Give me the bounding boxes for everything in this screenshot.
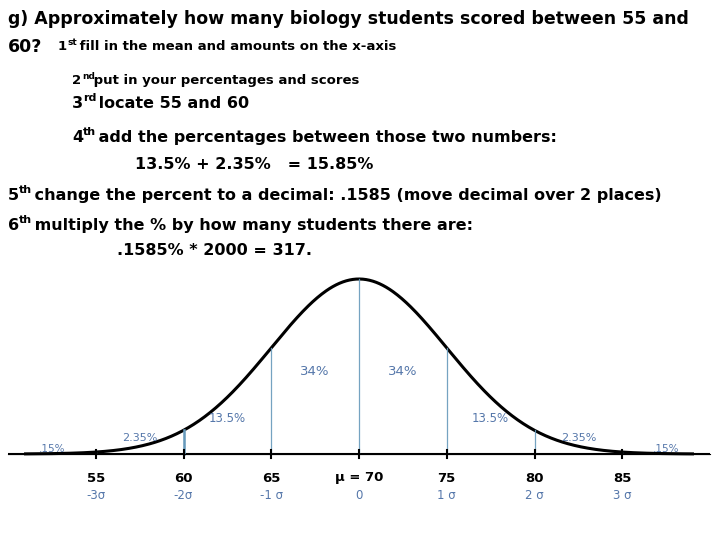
Text: 13.5%: 13.5%	[209, 413, 246, 426]
Text: 1: 1	[58, 40, 67, 53]
Text: 80: 80	[526, 471, 544, 484]
Text: 2: 2	[72, 74, 81, 87]
Text: multiply the % by how many students there are:: multiply the % by how many students ther…	[29, 218, 473, 233]
Text: 65: 65	[262, 471, 280, 484]
Text: 85: 85	[613, 471, 631, 484]
Text: 0: 0	[355, 489, 363, 502]
Text: 34%: 34%	[300, 365, 330, 378]
Text: 2.35%: 2.35%	[561, 433, 596, 443]
Text: 5: 5	[8, 188, 19, 203]
Text: fill in the mean and amounts on the x-axis: fill in the mean and amounts on the x-ax…	[75, 40, 397, 53]
Text: th: th	[83, 127, 96, 137]
Text: 13.5% + 2.35%   = 15.85%: 13.5% + 2.35% = 15.85%	[135, 157, 374, 172]
Text: -2σ: -2σ	[174, 489, 193, 502]
Text: 60: 60	[174, 471, 193, 484]
Text: 75: 75	[438, 471, 456, 484]
Text: 2 σ: 2 σ	[525, 489, 544, 502]
Text: 3: 3	[72, 96, 83, 111]
Text: change the percent to a decimal: .1585 (move decimal over 2 places): change the percent to a decimal: .1585 (…	[29, 188, 662, 203]
Text: 34%: 34%	[388, 365, 418, 378]
Text: add the percentages between those two numbers:: add the percentages between those two nu…	[93, 130, 557, 145]
Text: th: th	[19, 185, 32, 195]
Text: 6: 6	[8, 218, 19, 233]
Text: g) Approximately how many biology students scored between 55 and: g) Approximately how many biology studen…	[8, 10, 689, 28]
Text: th: th	[19, 215, 32, 225]
Text: .1585% * 2000 = 317.: .1585% * 2000 = 317.	[72, 243, 312, 258]
Text: μ = 70: μ = 70	[335, 471, 383, 484]
Text: 2.35%: 2.35%	[122, 433, 157, 443]
Text: -3σ: -3σ	[86, 489, 105, 502]
Text: 60?: 60?	[8, 38, 42, 56]
Text: 3 σ: 3 σ	[613, 489, 631, 502]
Text: st: st	[68, 38, 78, 47]
Text: 1 σ: 1 σ	[438, 489, 456, 502]
Text: locate 55 and 60: locate 55 and 60	[93, 96, 249, 111]
Text: .15%: .15%	[39, 444, 65, 454]
Text: 13.5%: 13.5%	[472, 413, 509, 426]
Text: rd: rd	[83, 93, 96, 103]
Text: 4: 4	[72, 130, 83, 145]
Text: put in your percentages and scores: put in your percentages and scores	[89, 74, 359, 87]
Text: 55: 55	[86, 471, 105, 484]
Text: -1 σ: -1 σ	[260, 489, 283, 502]
Text: nd: nd	[82, 72, 95, 81]
Text: .15%: .15%	[653, 444, 680, 454]
